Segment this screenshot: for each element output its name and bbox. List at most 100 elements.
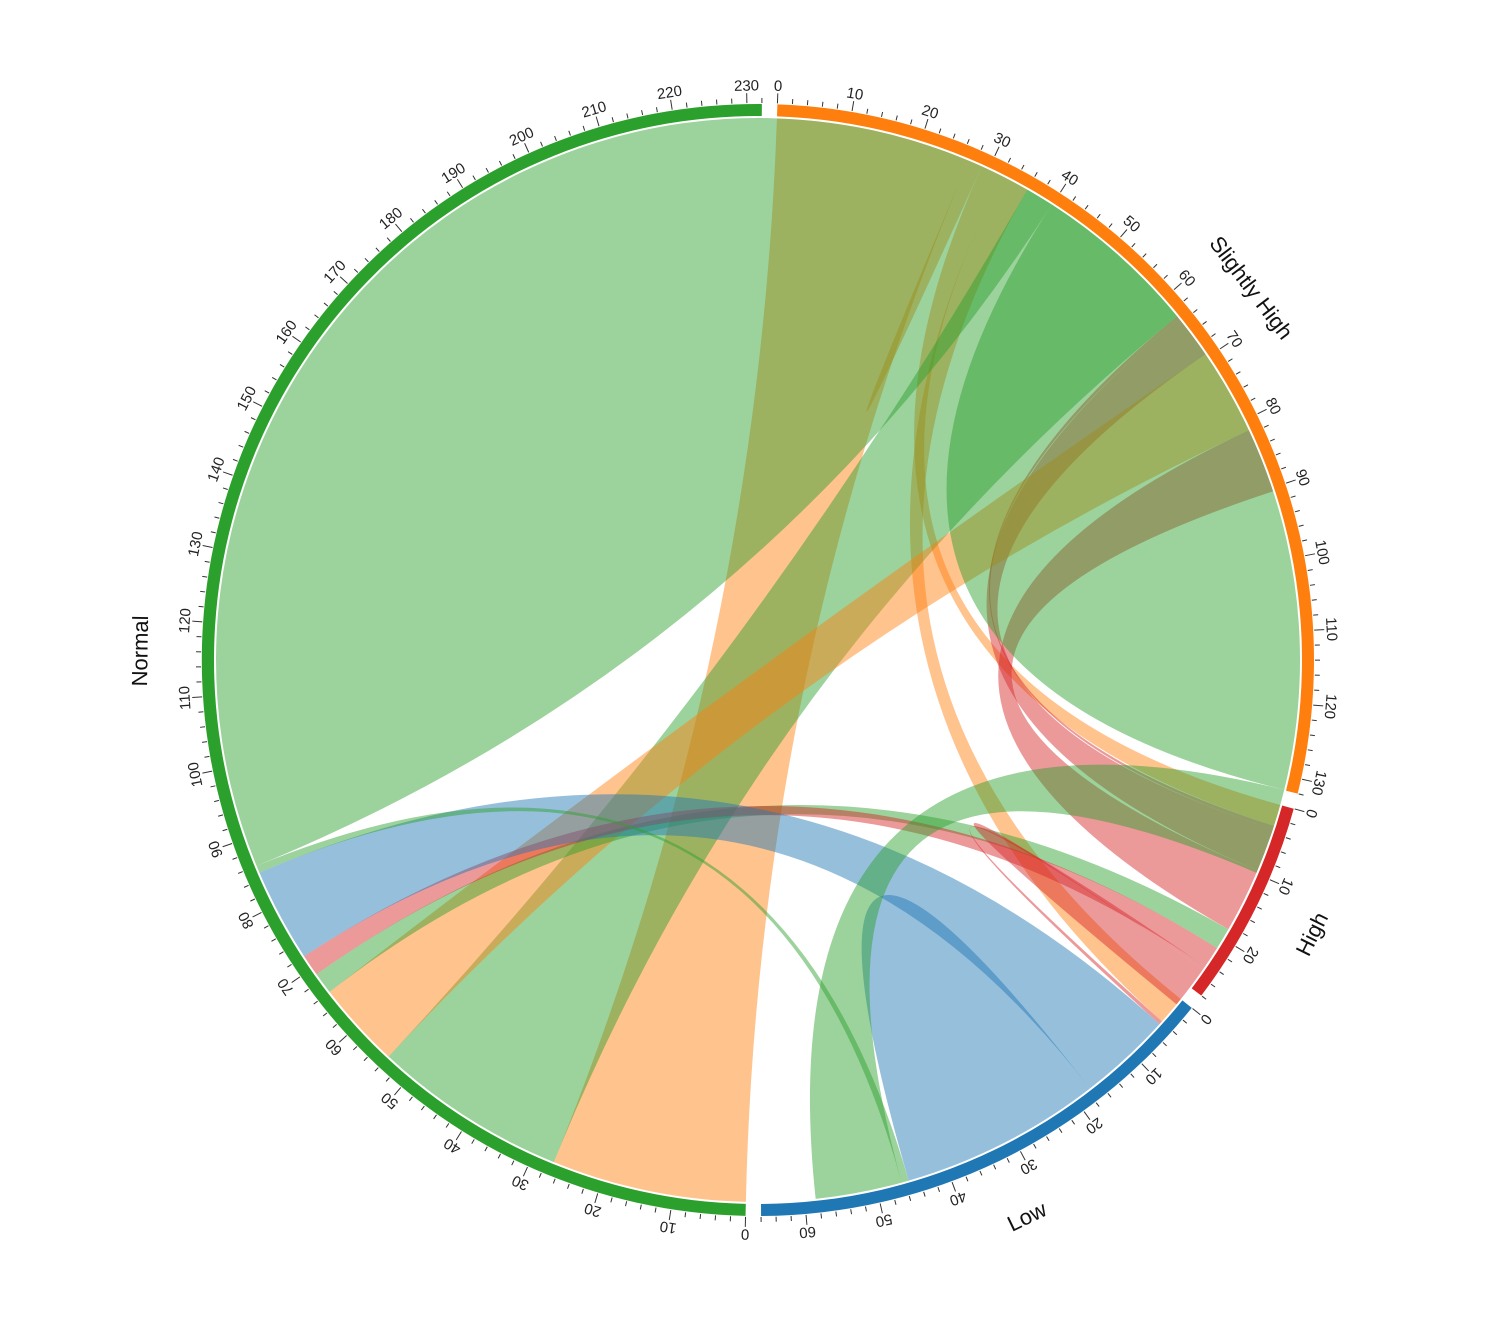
tick-low-54 xyxy=(850,1209,853,1215)
tick-normal-210 xyxy=(595,116,600,127)
tick-slightly-high-130 xyxy=(1301,778,1312,782)
tick-slightly-high-8 xyxy=(836,103,839,109)
tick-slightly-high-84 xyxy=(1269,438,1275,442)
tick-low-52 xyxy=(864,1206,867,1212)
tick-slightly-high-10 xyxy=(851,101,855,112)
tick-slightly-high-16 xyxy=(895,115,898,121)
tick-label-slightly-high-130: 130 xyxy=(1308,769,1330,797)
tick-normal-10 xyxy=(668,1210,672,1221)
tick-low-22 xyxy=(1071,1119,1076,1125)
tick-slightly-high-18 xyxy=(910,119,913,125)
tick-label-normal-180: 180 xyxy=(376,204,406,233)
tick-slightly-high-24 xyxy=(952,133,956,139)
tick-normal-52 xyxy=(385,1077,390,1082)
tick-slightly-high-98 xyxy=(1302,539,1308,542)
tick-normal-186 xyxy=(434,199,439,205)
tick-normal-106 xyxy=(199,726,206,728)
tick-normal-126 xyxy=(202,575,208,578)
tick-high-8 xyxy=(1275,865,1281,869)
tick-label-high-10: 10 xyxy=(1274,875,1296,897)
tick-slightly-high-22 xyxy=(938,128,942,134)
tick-normal-152 xyxy=(264,390,270,394)
tick-low-30 xyxy=(1019,1151,1026,1161)
tick-slightly-high-32 xyxy=(1007,157,1012,163)
tick-normal-220 xyxy=(670,99,673,110)
tick-label-slightly-high-50: 50 xyxy=(1120,212,1144,236)
tick-label-normal-130: 130 xyxy=(185,530,207,558)
tick-normal-128 xyxy=(204,560,210,563)
tick-normal-20 xyxy=(594,1193,599,1204)
chord-ribbon-17 xyxy=(946,204,1300,790)
tick-normal-66 xyxy=(313,1000,318,1005)
tick-high-28 xyxy=(1201,995,1207,1000)
tick-slightly-high-66 xyxy=(1202,321,1207,325)
tick-slightly-high-20 xyxy=(924,118,929,129)
tick-low-32 xyxy=(1006,1157,1010,1163)
tick-normal-48 xyxy=(408,1096,413,1102)
tick-slightly-high-122 xyxy=(1311,719,1317,722)
tick-label-normal-220: 220 xyxy=(656,83,683,104)
tick-slightly-high-102 xyxy=(1307,569,1313,571)
tick-normal-140 xyxy=(222,471,233,476)
tick-label-slightly-high-10: 10 xyxy=(845,84,864,104)
tick-label-slightly-high-80: 80 xyxy=(1262,395,1285,417)
tick-normal-50 xyxy=(394,1087,402,1096)
tick-high-4 xyxy=(1285,837,1291,840)
sector-label-low: Low xyxy=(1003,1196,1050,1236)
tick-normal-130 xyxy=(202,545,213,549)
tick-label-normal-70: 70 xyxy=(274,975,297,998)
tick-normal-78 xyxy=(263,925,269,929)
tick-high-22 xyxy=(1227,958,1233,963)
tick-normal-174 xyxy=(364,257,369,263)
tick-label-normal-50: 50 xyxy=(378,1089,402,1113)
tick-normal-124 xyxy=(200,590,206,593)
tick-label-slightly-high-120: 120 xyxy=(1321,693,1340,719)
tick-slightly-high-50 xyxy=(1120,229,1128,238)
tick-high-20 xyxy=(1235,946,1245,953)
tick-normal-64 xyxy=(322,1012,328,1017)
chord-ribbon-7 xyxy=(329,354,1249,1057)
tick-slightly-high-58 xyxy=(1163,274,1168,279)
tick-slightly-high-54 xyxy=(1142,253,1147,258)
tick-label-normal-100: 100 xyxy=(185,761,207,789)
tick-normal-188 xyxy=(446,191,451,197)
tick-label-normal-190: 190 xyxy=(438,160,468,188)
tick-low-58 xyxy=(820,1213,823,1219)
tick-normal-222 xyxy=(685,102,688,108)
tick-high-2 xyxy=(1290,822,1296,826)
tick-slightly-high-92 xyxy=(1290,495,1296,498)
tick-high-10 xyxy=(1269,879,1280,885)
tick-slightly-high-64 xyxy=(1193,309,1198,313)
tick-slightly-high-46 xyxy=(1096,213,1101,219)
tick-high-0 xyxy=(1294,808,1305,813)
chord-sectors xyxy=(201,103,1314,1216)
tick-slightly-high-128 xyxy=(1304,764,1311,767)
tick-label-normal-230: 230 xyxy=(734,77,759,94)
tick-normal-146 xyxy=(244,430,250,434)
chord-ribbon-2 xyxy=(914,166,1281,826)
tick-slightly-high-42 xyxy=(1072,196,1077,201)
tick-normal-12 xyxy=(654,1207,657,1213)
tick-slightly-high-94 xyxy=(1294,510,1300,513)
tick-low-26 xyxy=(1046,1136,1050,1141)
chord-ribbon-13 xyxy=(259,794,1160,1089)
tick-normal-22 xyxy=(581,1188,584,1194)
tick-slightly-high-62 xyxy=(1183,297,1189,302)
sector-label-normal: Normal xyxy=(127,615,153,686)
tick-low-50 xyxy=(879,1203,883,1214)
tick-label-normal-80: 80 xyxy=(235,909,258,932)
tick-normal-92 xyxy=(222,828,228,832)
tick-label-normal-60: 60 xyxy=(322,1035,346,1059)
tick-slightly-high-6 xyxy=(821,101,824,107)
tick-normal-98 xyxy=(210,785,216,788)
tick-label-normal-20: 20 xyxy=(582,1199,603,1220)
tick-normal-72 xyxy=(287,963,292,968)
tick-label-slightly-high-100: 100 xyxy=(1311,539,1332,567)
tick-high-6 xyxy=(1280,851,1286,854)
tick-normal-196 xyxy=(498,160,503,166)
tick-slightly-high-72 xyxy=(1227,358,1233,362)
tick-normal-134 xyxy=(214,516,220,519)
tick-label-low-40: 40 xyxy=(947,1187,969,1209)
tick-low-20 xyxy=(1083,1111,1091,1120)
